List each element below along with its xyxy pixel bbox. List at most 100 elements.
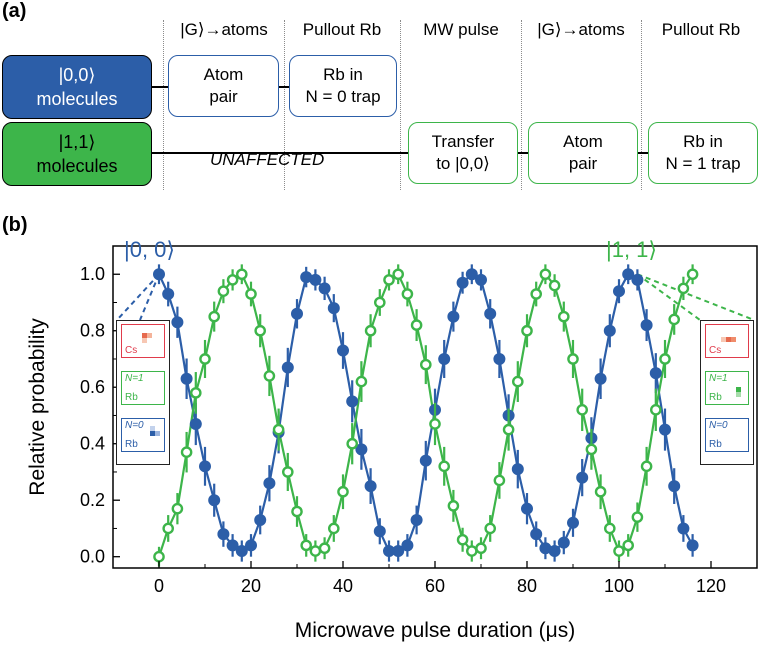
data-point [419, 454, 432, 467]
y-tick-label: 0.8 [80, 321, 105, 341]
data-point [576, 471, 589, 484]
data-point [465, 545, 478, 557]
data-point [364, 480, 377, 493]
data-point [162, 522, 174, 535]
transfer-box-11: Transfer to |0,0⟩ [408, 122, 518, 184]
stage-header-4: |G⟩→atoms [537, 20, 625, 39]
box-line: Rb in [683, 132, 723, 151]
inset-guide-line [116, 273, 160, 321]
data-point [530, 528, 543, 541]
data-point [650, 404, 662, 416]
inset-guide-line [637, 273, 755, 321]
data-point [548, 545, 561, 558]
y-axis-label: Relative probability [26, 318, 49, 496]
flow-line [518, 152, 528, 154]
data-point [281, 466, 294, 478]
atom-pixel [142, 333, 147, 338]
x-tick-label: 100 [604, 576, 634, 596]
data-point [235, 545, 248, 558]
data-point [392, 545, 405, 558]
data-point [539, 268, 552, 281]
data-point [401, 539, 414, 552]
data-point [576, 404, 589, 416]
atom-pixel [731, 337, 736, 342]
data-point [199, 460, 211, 473]
data-point [622, 539, 635, 552]
data-point [226, 539, 239, 552]
data-point [456, 533, 469, 546]
data-point [447, 310, 460, 323]
stage-separator [284, 20, 285, 190]
atom-pixel [155, 431, 160, 436]
data-point [272, 423, 285, 436]
data-point [189, 387, 202, 399]
data-point [502, 423, 515, 436]
rb-trap-box-00: Rb in N = 0 trap [289, 55, 397, 117]
data-point [677, 282, 690, 295]
x-tick-label: 0 [154, 576, 164, 596]
data-point [263, 477, 276, 490]
stage-separator [521, 20, 522, 190]
data-point [263, 370, 276, 382]
stage-header-5: Pullout Rb [661, 20, 741, 39]
data-point [640, 460, 653, 473]
series-0 [153, 264, 699, 562]
data-point [511, 463, 524, 476]
data-point [493, 474, 506, 487]
data-point [392, 268, 405, 281]
atom-pair-box-00: Atom pair [168, 55, 279, 117]
panel-b-label: (b) [2, 214, 28, 236]
inset-cs-image: Cs [705, 324, 749, 358]
stage-header-3: MW pulse [423, 20, 499, 39]
data-point [613, 545, 625, 557]
data-point [686, 539, 699, 552]
n1-label: N=1 [709, 373, 728, 384]
box-line: Atom [563, 132, 603, 151]
rb-label: Rb [709, 439, 722, 450]
x-tick-label: 20 [241, 576, 261, 596]
stage-separator [641, 20, 642, 190]
data-point [567, 516, 579, 529]
atom-pixel [726, 337, 731, 342]
data-point [327, 302, 340, 315]
data-point [548, 279, 561, 292]
data-point [373, 525, 386, 538]
data-point [438, 460, 451, 473]
panel-a-label: (a) [2, 0, 27, 22]
y-tick-label: 1.0 [80, 264, 105, 284]
x-tick-label: 80 [517, 576, 537, 596]
box-line: Atom [203, 65, 244, 84]
data-point [337, 344, 349, 357]
atom-pixel [150, 426, 155, 431]
flow-line [152, 152, 408, 154]
atom-pixel [721, 337, 726, 342]
atom-pixel [142, 338, 147, 343]
data-point [235, 268, 248, 281]
x-tick-label: 40 [333, 576, 353, 596]
data-point [291, 505, 303, 518]
data-point [465, 268, 478, 281]
data-point [180, 446, 193, 458]
data-point [208, 310, 220, 323]
inset-left: Cs N=1 Rb N=0 Rb [116, 320, 170, 465]
data-point [640, 319, 653, 332]
data-point [327, 522, 340, 535]
data-point [603, 324, 616, 337]
inset-n1-image: N=1 Rb [121, 371, 165, 405]
data-point [456, 276, 469, 289]
data-point [419, 358, 432, 371]
data-point [659, 423, 671, 436]
data-point [484, 522, 497, 535]
inset-n0-image: N=0 Rb [705, 418, 749, 452]
inset-cs-image: Cs [121, 324, 165, 358]
data-point [594, 372, 607, 385]
data-point [355, 443, 368, 456]
n0-label: N=0 [709, 420, 728, 431]
data-point [153, 268, 165, 281]
data-point [226, 274, 239, 286]
data-point [199, 353, 211, 365]
data-point [254, 513, 267, 526]
data-point [189, 417, 202, 430]
rb-label: Rb [125, 392, 138, 403]
data-point [318, 542, 331, 555]
